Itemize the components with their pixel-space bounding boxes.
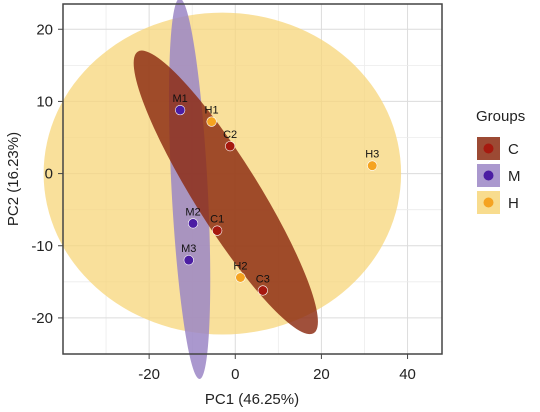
point-label-H3: H3 (365, 149, 379, 161)
x-tick-label: 20 (313, 366, 330, 383)
point-label-H1: H1 (205, 105, 219, 117)
y-tick-label: 0 (45, 166, 53, 183)
plot-border (62, 3, 443, 355)
legend-marker-C (483, 143, 494, 154)
legend: Groups CMH (476, 108, 525, 214)
y-axis-ticks: -20 -10 0 10 20 (31, 21, 63, 327)
ellipse-C (133, 50, 318, 335)
point-C1 (212, 225, 223, 236)
point-label-M1: M1 (173, 93, 188, 105)
point-H1 (206, 116, 217, 127)
x-axis-title: PC1 (46.25%) (205, 391, 299, 408)
point-H2 (235, 272, 246, 283)
legend-marker-M (483, 170, 494, 181)
y-axis-title: PC2 (16.23%) (5, 132, 22, 226)
legend-label-M: M (508, 168, 521, 185)
point-C3 (257, 285, 268, 296)
point-label-M2: M2 (185, 206, 200, 218)
legend-marker-H (483, 197, 494, 208)
y-tick-label: 20 (36, 21, 53, 38)
legend-title: Groups (476, 108, 525, 125)
point-C2 (225, 141, 236, 152)
point-label-H2: H2 (233, 261, 247, 273)
legend-label-H: H (508, 195, 519, 212)
point-label-M3: M3 (181, 243, 196, 255)
y-tick-label: 10 (36, 93, 53, 110)
point-M2 (187, 218, 199, 229)
point-M1 (175, 104, 186, 116)
x-tick-label: 40 (399, 366, 416, 383)
y-tick-label: -20 (31, 310, 53, 327)
legend-label-C: C (508, 141, 519, 158)
data-points: C1 C2 C3 M1 M2 M3 H1 H2 H3 (173, 93, 379, 296)
x-axis-ticks: -20 0 20 40 (138, 354, 416, 383)
point-label-C1: C1 (210, 214, 224, 226)
y-tick-label: -10 (31, 238, 53, 255)
point-M3 (183, 255, 194, 266)
point-label-C2: C2 (223, 129, 237, 141)
x-tick-label: -20 (138, 366, 160, 383)
confidence-ellipses (43, 0, 402, 379)
point-H3 (367, 160, 378, 171)
point-label-C3: C3 (256, 273, 270, 285)
x-tick-label: 0 (231, 366, 239, 383)
